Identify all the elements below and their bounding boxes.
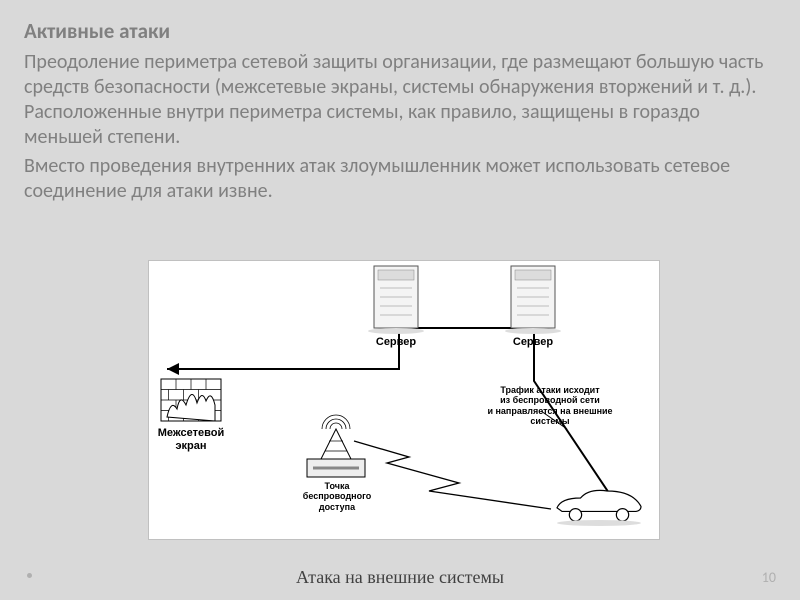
network-diagram: Сервер Сервер Межсетевой экран Точка бес… — [148, 260, 660, 540]
footer-bullet — [27, 573, 32, 578]
slide-title: Активные атаки — [24, 18, 776, 44]
paragraph-1: Преодоление периметра сетевой защиты орг… — [24, 50, 776, 150]
label-access-point: Точка беспроводного доступа — [291, 481, 383, 512]
paragraph-2: Вместо проведения внутренних атак злоумы… — [24, 154, 776, 204]
label-server-1: Сервер — [360, 336, 432, 349]
label-firewall: Межсетевой экран — [151, 427, 231, 452]
label-traffic-note: Трафик атаки исходит из беспроводной сет… — [465, 385, 635, 426]
page-number: 10 — [762, 569, 776, 586]
diagram-caption: Атака на внешние системы — [0, 567, 800, 588]
label-server-2: Сервер — [497, 336, 569, 349]
